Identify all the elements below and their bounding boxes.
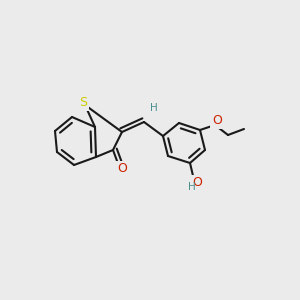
Text: H: H [150,103,158,113]
Text: O: O [117,163,127,176]
Text: O: O [192,176,202,190]
Text: S: S [79,97,87,110]
Text: H: H [188,182,196,192]
Text: O: O [212,115,222,128]
